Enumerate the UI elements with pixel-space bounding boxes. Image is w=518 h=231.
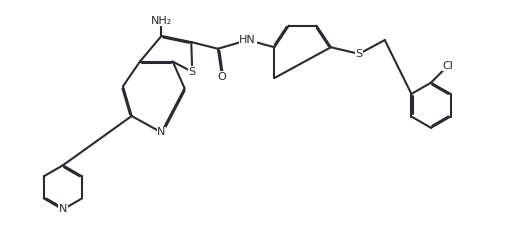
Text: S: S <box>355 49 363 59</box>
Text: NH₂: NH₂ <box>151 15 172 26</box>
Text: O: O <box>218 72 226 82</box>
Text: Cl: Cl <box>442 61 453 71</box>
Text: N: N <box>59 204 67 214</box>
Text: S: S <box>189 67 196 77</box>
Text: N: N <box>157 128 166 137</box>
Text: HN: HN <box>239 35 256 45</box>
